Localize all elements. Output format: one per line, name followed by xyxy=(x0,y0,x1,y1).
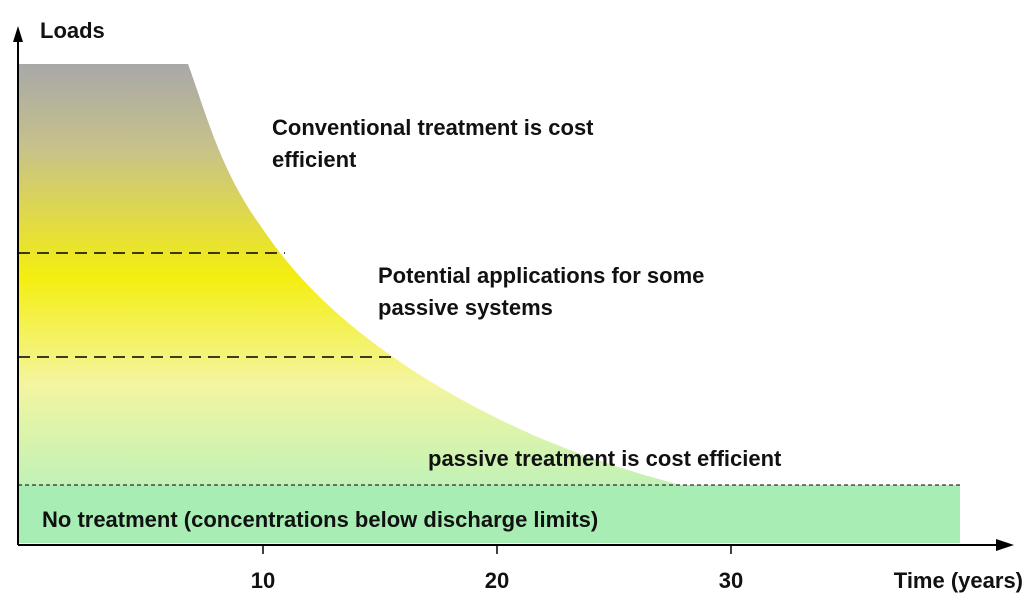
x-axis-label: Time (years) xyxy=(894,568,1023,593)
load-area xyxy=(18,64,700,490)
region-label: Conventional treatment is cost efficient xyxy=(272,115,600,172)
x-tick-label: 30 xyxy=(719,568,743,593)
region-label: Potential applications for some passive … xyxy=(378,263,711,320)
x-tick-label: 10 xyxy=(251,568,275,593)
no-treatment-band xyxy=(18,485,960,543)
y-arrow xyxy=(13,26,23,42)
region-label: No treatment (concentrations below disch… xyxy=(42,507,598,532)
y-axis-label: Loads xyxy=(40,18,105,43)
x-arrow xyxy=(996,539,1014,551)
x-tick-label: 20 xyxy=(485,568,509,593)
region-label: passive treatment is cost efficient xyxy=(428,446,782,471)
